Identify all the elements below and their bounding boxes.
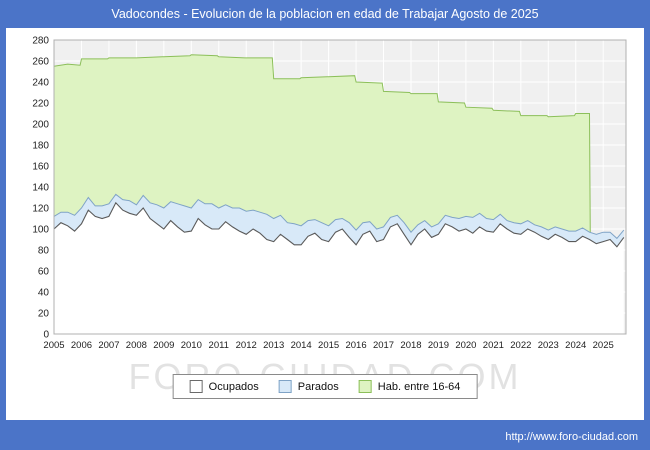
svg-text:2014: 2014 bbox=[291, 340, 312, 351]
svg-text:2021: 2021 bbox=[483, 340, 504, 351]
svg-text:2005: 2005 bbox=[43, 340, 64, 351]
population-area-chart: 0 20 40 60 80 100 120 140 160 180 200 220 240 260 280 2… bbox=[32, 36, 627, 351]
svg-text:2025: 2025 bbox=[593, 340, 614, 351]
footer-url-link[interactable]: http://www.foro-ciudad.com bbox=[505, 431, 638, 443]
svg-text:80: 80 bbox=[38, 246, 50, 257]
svg-text:2011: 2011 bbox=[209, 340, 229, 351]
svg-text:2020: 2020 bbox=[455, 340, 476, 351]
svg-text:220: 220 bbox=[32, 99, 49, 110]
svg-text:2016: 2016 bbox=[345, 340, 366, 351]
legend-swatch-hab-16-64 bbox=[358, 380, 372, 393]
svg-text:60: 60 bbox=[38, 267, 50, 278]
svg-text:2018: 2018 bbox=[400, 340, 421, 351]
svg-text:2012: 2012 bbox=[236, 340, 257, 351]
chart-legend: Ocupados Parados Hab. entre 16-64 bbox=[172, 374, 478, 399]
svg-text:100: 100 bbox=[32, 225, 49, 236]
svg-text:20: 20 bbox=[38, 309, 50, 320]
svg-text:2008: 2008 bbox=[126, 340, 147, 351]
legend-item-parados: Parados bbox=[278, 380, 339, 393]
svg-text:2024: 2024 bbox=[565, 340, 586, 351]
legend-swatch-ocupados bbox=[189, 380, 203, 393]
legend-label-parados: Parados bbox=[297, 380, 339, 393]
svg-text:160: 160 bbox=[32, 162, 49, 173]
svg-text:2015: 2015 bbox=[318, 340, 339, 351]
legend-item-ocupados: Ocupados bbox=[189, 380, 259, 393]
svg-text:120: 120 bbox=[32, 204, 49, 215]
svg-text:2006: 2006 bbox=[71, 340, 92, 351]
legend-label-hab-16-64: Hab. entre 16-64 bbox=[377, 380, 461, 393]
svg-text:2007: 2007 bbox=[98, 340, 119, 351]
svg-text:2022: 2022 bbox=[510, 340, 531, 351]
chart-title: Vadocondes - Evolucion de la poblacion e… bbox=[111, 7, 539, 21]
svg-text:260: 260 bbox=[32, 57, 49, 68]
svg-text:180: 180 bbox=[32, 141, 49, 152]
svg-text:280: 280 bbox=[32, 36, 49, 47]
svg-text:2009: 2009 bbox=[153, 340, 174, 351]
legend-item-hab-16-64: Hab. entre 16-64 bbox=[358, 380, 461, 393]
svg-text:2013: 2013 bbox=[263, 340, 284, 351]
svg-text:0: 0 bbox=[43, 330, 49, 341]
svg-text:2017: 2017 bbox=[373, 340, 394, 351]
legend-swatch-parados bbox=[278, 380, 292, 393]
svg-text:240: 240 bbox=[32, 78, 49, 89]
svg-text:2010: 2010 bbox=[181, 340, 202, 351]
svg-text:2023: 2023 bbox=[538, 340, 559, 351]
svg-text:40: 40 bbox=[38, 288, 50, 299]
svg-text:200: 200 bbox=[32, 120, 49, 131]
svg-text:2019: 2019 bbox=[428, 340, 449, 351]
svg-text:140: 140 bbox=[32, 183, 49, 194]
chart-panel: 0 20 40 60 80 100 120 140 160 180 200 220 240 260 280 2… bbox=[6, 28, 644, 420]
legend-label-ocupados: Ocupados bbox=[208, 380, 259, 393]
